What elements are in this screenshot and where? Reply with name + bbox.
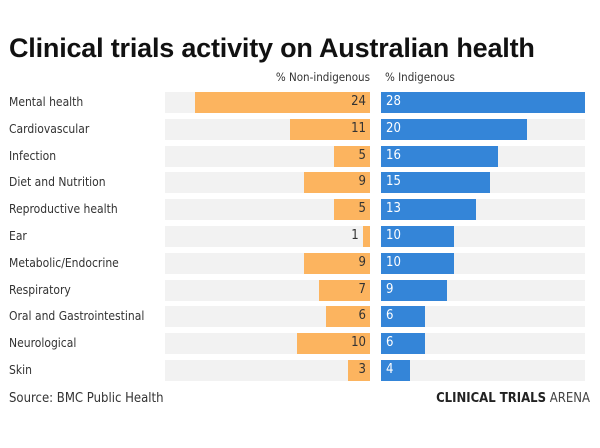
bar-non-indigenous: [297, 333, 370, 355]
value-label-indigenous: 16: [386, 147, 401, 163]
legend-non-indigenous: % Non-indigenous: [275, 70, 370, 84]
bar-indigenous: [381, 279, 447, 301]
bar-non-indigenous: [289, 118, 370, 140]
category-label: Cardiovascular: [9, 121, 90, 136]
bar-non-indigenous: [333, 199, 370, 221]
bar-background-left: [165, 279, 370, 301]
bar-non-indigenous: [319, 279, 370, 301]
value-label-indigenous: 20: [386, 120, 401, 136]
bar-non-indigenous: [333, 145, 370, 167]
bar-non-indigenous: [362, 226, 370, 247]
bar-non-indigenous: [195, 92, 370, 113]
value-label-indigenous: 4: [386, 362, 394, 377]
bar-indigenous: [381, 360, 411, 381]
value-label-non-indigenous: 11: [351, 120, 366, 136]
value-label-non-indigenous: 5: [358, 201, 366, 217]
value-label-indigenous: 9: [386, 281, 394, 297]
value-label-indigenous: 15: [386, 174, 401, 190]
value-label-indigenous: 10: [386, 254, 401, 270]
bar-background-left: [165, 226, 370, 247]
bar-background-right: [381, 306, 585, 328]
bar-non-indigenous: [326, 306, 370, 328]
category-label: Mental health: [9, 95, 84, 109]
category-label: Skin: [9, 363, 32, 377]
bar-background-left: [165, 145, 370, 167]
bar-non-indigenous: [348, 360, 370, 381]
category-label: Infection: [9, 148, 57, 163]
bar-non-indigenous: [304, 172, 370, 194]
bar-indigenous: [381, 118, 527, 140]
bar-indigenous: [381, 226, 454, 247]
value-label-non-indigenous: 6: [358, 308, 366, 324]
category-label: Diet and Nutrition: [9, 175, 106, 190]
bar-background-left: [165, 199, 370, 221]
value-label-indigenous: 6: [386, 308, 394, 324]
value-label-indigenous: 28: [386, 94, 401, 109]
bar-indigenous: [381, 252, 454, 274]
value-label-indigenous: 6: [386, 335, 394, 351]
category-label: Ear: [9, 229, 27, 243]
bar-background-right: [381, 360, 585, 381]
bar-indigenous: [381, 199, 476, 221]
value-label-non-indigenous: 24: [351, 94, 366, 109]
bar-indigenous: [381, 172, 491, 194]
value-label-indigenous: 10: [386, 228, 401, 243]
category-label: Respiratory: [9, 282, 71, 297]
source-note: Source: BMC Public Health: [9, 391, 164, 406]
value-label-non-indigenous: 9: [358, 174, 366, 190]
chart-title: Clinical trials activity on Australian h…: [9, 33, 535, 63]
bar-background-right: [381, 333, 585, 355]
value-label-non-indigenous: 9: [358, 254, 366, 270]
category-label: Reproductive health: [9, 202, 118, 217]
bar-indigenous: [381, 333, 425, 355]
brand-logo: CLINICAL TRIALS ARENA: [436, 391, 590, 406]
bar-non-indigenous: [304, 252, 370, 274]
value-label-non-indigenous: 5: [358, 147, 366, 163]
value-label-indigenous: 13: [386, 201, 401, 217]
legend-indigenous: % Indigenous: [385, 70, 455, 84]
value-label-non-indigenous: 3: [358, 362, 366, 377]
brand-light: ARENA: [549, 391, 590, 406]
category-label: Oral and Gastrointestinal: [9, 309, 145, 324]
bar-background-left: [165, 306, 370, 328]
bar-background-left: [165, 360, 370, 381]
value-label-non-indigenous: 10: [351, 335, 366, 351]
value-label-non-indigenous: 7: [358, 281, 366, 297]
bar-indigenous: [381, 306, 425, 328]
value-label-non-indigenous: 1: [351, 228, 359, 243]
bar-indigenous: [381, 92, 585, 113]
category-label: Neurological: [9, 336, 77, 351]
category-label: Metabolic/Endocrine: [9, 255, 119, 270]
bar-indigenous: [381, 145, 498, 167]
brand-bold: CLINICAL TRIALS: [436, 391, 547, 406]
